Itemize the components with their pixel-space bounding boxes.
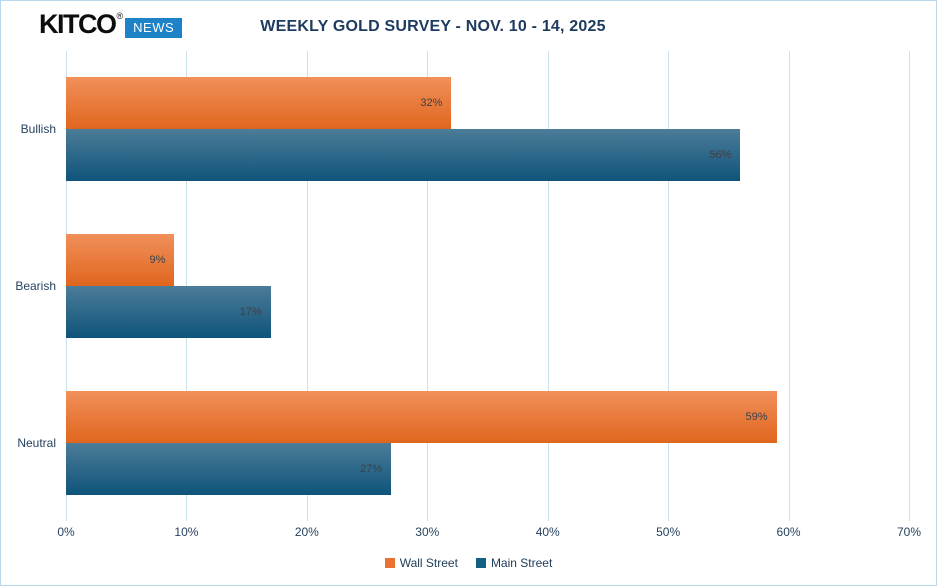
bar-wall-street-bearish: 9% xyxy=(66,234,175,286)
x-axis-tick-label: 50% xyxy=(656,525,681,539)
logo-brand-text: KITCO xyxy=(39,9,117,39)
legend-swatch-icon xyxy=(475,558,486,568)
x-axis-tick-label: 0% xyxy=(57,525,75,539)
bar-value-label: 56% xyxy=(709,149,732,162)
legend-label: Wall Street xyxy=(399,556,458,570)
legend-item-main-street: Main Street xyxy=(475,556,553,570)
x-axis-tick-label: 70% xyxy=(896,525,922,539)
x-axis-tick-label: 40% xyxy=(535,525,560,539)
gridline xyxy=(547,51,549,521)
category-label-bearish: Bearish xyxy=(15,279,56,293)
chart-legend: Wall Street Main Street xyxy=(1,556,936,570)
chart-title: WEEKLY GOLD SURVEY - NOV. 10 - 14, 2025 xyxy=(260,18,606,35)
bar-value-label: 27% xyxy=(360,462,383,475)
x-axis-tick-label: 30% xyxy=(415,525,440,539)
bar-value-label: 9% xyxy=(149,254,166,266)
bar-main-street-neutral: 27% xyxy=(66,442,392,495)
legend-label: Main Street xyxy=(490,556,553,570)
bar-main-street-bearish: 17% xyxy=(66,286,271,338)
legend-swatch-icon xyxy=(384,558,395,568)
category-label-bullish: Bullish xyxy=(20,122,56,137)
x-axis-tick-label: 60% xyxy=(776,525,801,539)
bar-wall-street-neutral: 59% xyxy=(66,390,777,443)
x-axis-tick-label: 20% xyxy=(294,525,319,539)
kitco-news-logo: KITCO ® NEWS xyxy=(39,9,183,39)
bar-wall-street-bullish: 32% xyxy=(66,77,452,130)
gridline xyxy=(306,51,308,521)
plot-area: 32% 56% 9% 17% 59% 27% xyxy=(66,51,910,521)
x-axis-tick-label: 10% xyxy=(174,525,199,539)
gridline xyxy=(427,51,429,521)
category-label-neutral: Neutral xyxy=(17,435,56,450)
bar-value-label: 17% xyxy=(239,306,262,318)
gridline xyxy=(788,51,790,521)
legend-item-wall-street: Wall Street xyxy=(384,556,458,570)
bar-main-street-bullish: 56% xyxy=(66,129,741,182)
gridline xyxy=(909,51,910,521)
registered-trademark-icon: ® xyxy=(116,11,124,21)
bar-value-label: 59% xyxy=(745,410,768,423)
bar-value-label: 32% xyxy=(420,97,443,110)
logo-news-badge: NEWS xyxy=(125,18,183,38)
gridline xyxy=(668,51,670,521)
